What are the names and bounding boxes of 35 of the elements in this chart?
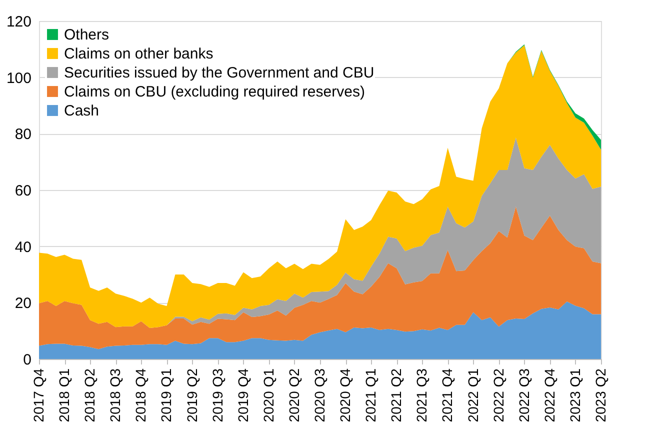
x-tick-label: 2022 Q4 (541, 368, 558, 422)
x-tick-label: 2018 Q3 (107, 368, 124, 422)
x-tick-label: 2018 Q4 (132, 368, 149, 422)
x-tick-label: 2021 Q4 (439, 368, 456, 422)
x-tick-label: 2020 Q2 (286, 368, 302, 422)
x-tick-label: 2020 Q3 (312, 368, 328, 422)
x-tick-label: 2019 Q3 (209, 368, 226, 422)
x-tick-label: 2022 Q3 (516, 368, 532, 422)
y-tick-label: 100 (6, 70, 32, 87)
x-tick-label: 2018 Q2 (82, 368, 98, 422)
x-tick-label: 2018 Q1 (56, 368, 72, 422)
x-tick-label: 2021 Q1 (362, 368, 379, 422)
x-tick-label: 2017 Q4 (30, 368, 46, 422)
x-tick-label: 2021 Q3 (414, 368, 430, 422)
legend-label: Claims on other banks (64, 46, 214, 62)
legend-label: Securities issued by the Government and CBU (64, 64, 374, 82)
legend-label: Claims on CBU (excluding required reserves) (64, 84, 365, 100)
y-tick-label: 120 (6, 14, 32, 30)
y-tick-label: 20 (14, 295, 32, 312)
y-tick-label: 60 (14, 182, 32, 200)
x-tick-label: 2023 Q1 (566, 368, 583, 422)
legend-label: Others (64, 26, 110, 44)
x-tick-label: 2019 Q1 (158, 368, 174, 422)
x-tick-label: 2019 Q2 (184, 368, 200, 422)
legend-label: Cash (64, 102, 100, 120)
y-tick-label: 0 (23, 352, 32, 368)
x-tick-label: 2022 Q2 (490, 368, 506, 422)
x-tick-label: 2020 Q4 (337, 368, 354, 422)
y-tick-label: 80 (14, 126, 32, 144)
y-tick-label: 40 (14, 238, 32, 256)
x-tick-label: 2019 Q4 (234, 368, 251, 422)
x-tick-label: 2020 Q1 (260, 368, 276, 422)
x-tick-label: 2021 Q2 (388, 368, 404, 422)
x-tick-label: 2022 Q1 (464, 368, 481, 422)
x-tick-label: 2023 Q2 (592, 368, 608, 422)
